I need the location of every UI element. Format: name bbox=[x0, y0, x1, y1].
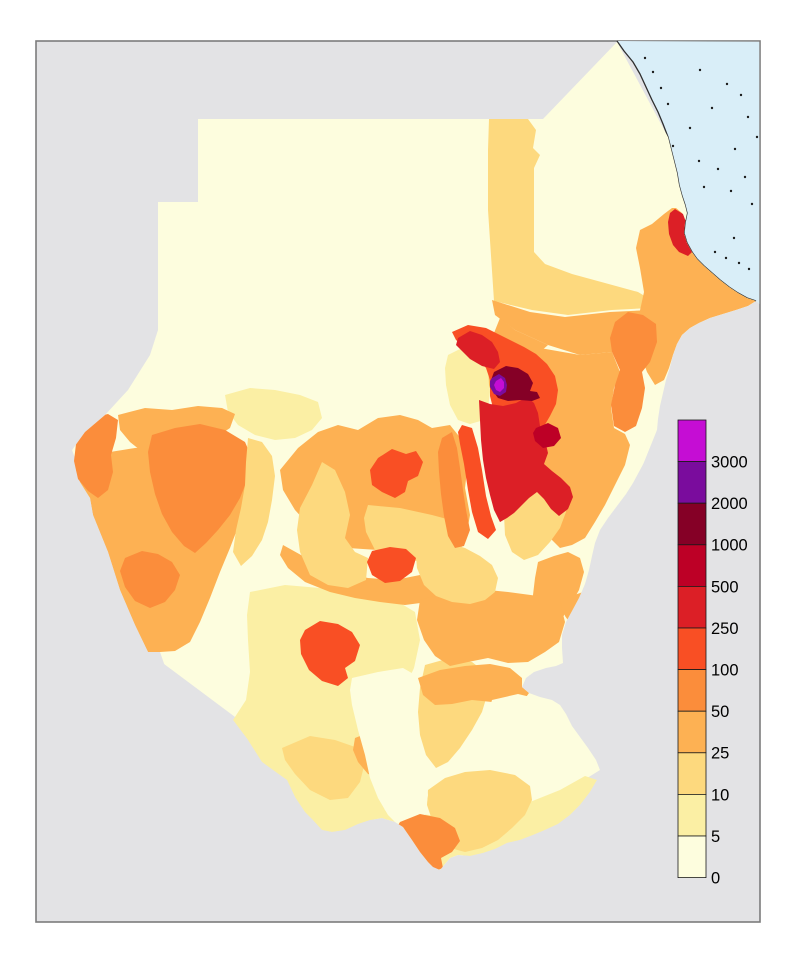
district-polygon bbox=[438, 432, 470, 548]
legend-label: 25 bbox=[711, 745, 729, 763]
district-polygon bbox=[120, 551, 180, 608]
district-polygon bbox=[418, 664, 529, 705]
legend-swatch bbox=[677, 502, 707, 546]
district-polygon bbox=[456, 331, 500, 369]
district-polygon bbox=[417, 589, 565, 666]
legend-label: 50 bbox=[711, 703, 729, 721]
legend-swatch bbox=[677, 627, 707, 670]
legend-swatch bbox=[677, 419, 707, 462]
island-dots bbox=[643, 56, 759, 271]
district-polygon bbox=[445, 348, 490, 424]
legend-label: 2000 bbox=[711, 495, 748, 513]
district-polygon bbox=[367, 547, 416, 583]
legend-label: 0 bbox=[711, 870, 720, 888]
district-polygon bbox=[488, 119, 650, 315]
legend-label: 500 bbox=[711, 578, 739, 596]
district-polygon bbox=[533, 423, 561, 448]
legend-label: 250 bbox=[711, 620, 739, 638]
sea bbox=[617, 41, 760, 304]
legend-label: 10 bbox=[711, 786, 729, 804]
legend-swatch bbox=[677, 669, 707, 712]
district-polygon bbox=[148, 424, 252, 553]
district-polygon bbox=[233, 438, 275, 566]
district-polygon bbox=[74, 414, 118, 498]
district-polygon bbox=[282, 736, 365, 800]
country bbox=[72, 42, 756, 870]
legend-swatch bbox=[677, 794, 707, 837]
legend-swatch bbox=[677, 544, 707, 587]
district-polygon bbox=[416, 542, 498, 604]
district-polygon bbox=[297, 462, 368, 588]
district-polygon bbox=[636, 208, 756, 385]
district-polygon bbox=[458, 425, 496, 539]
legend-swatch bbox=[677, 752, 707, 795]
legend-label: 3000 bbox=[711, 454, 748, 472]
district-polygon bbox=[668, 209, 692, 256]
legend: 3000 2000 1000 500 250 100 50 25 10 5 0 bbox=[677, 419, 748, 888]
legend-label: 5 bbox=[711, 828, 720, 846]
legend-label: 100 bbox=[711, 662, 739, 680]
legend-swatch bbox=[677, 461, 707, 504]
district-polygon bbox=[479, 397, 573, 522]
district-polygon bbox=[494, 378, 504, 392]
legend-swatch bbox=[677, 586, 707, 629]
district-polygon bbox=[394, 814, 460, 870]
district-polygon bbox=[487, 694, 573, 776]
district-polygon bbox=[300, 621, 360, 686]
district-polygon bbox=[225, 388, 322, 440]
district-polygon bbox=[370, 449, 423, 498]
district-polygon bbox=[350, 668, 428, 825]
legend-label: 1000 bbox=[711, 537, 748, 555]
legend-swatch bbox=[677, 710, 707, 754]
legend-swatch bbox=[677, 835, 707, 878]
district-polygon bbox=[280, 545, 470, 605]
district-polygon bbox=[610, 312, 657, 432]
